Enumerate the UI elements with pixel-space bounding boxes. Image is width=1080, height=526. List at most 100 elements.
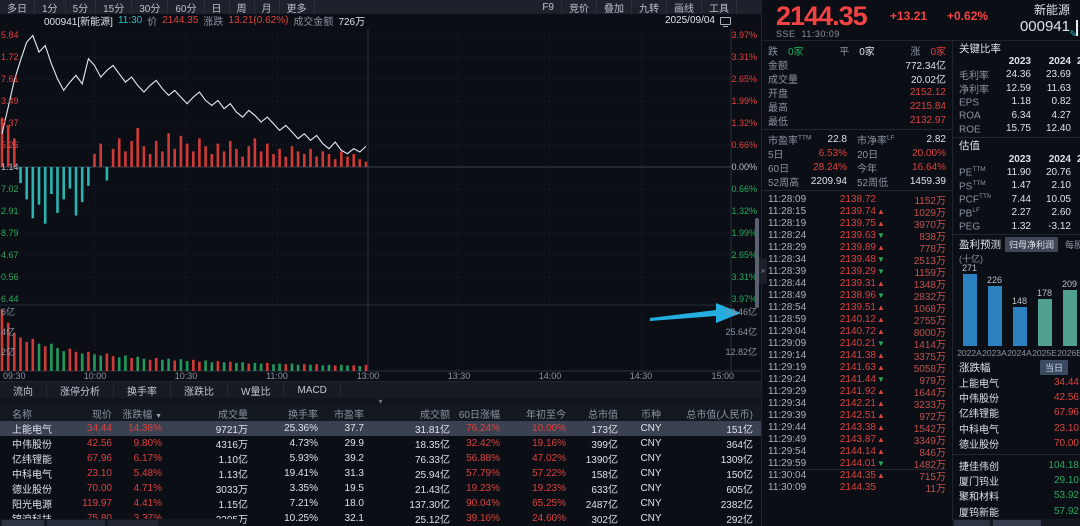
interval-tab[interactable]: 日 xyxy=(205,0,230,15)
indicator-tab[interactable]: 涨跌比 xyxy=(171,382,228,398)
forecast-bar[interactable] xyxy=(1062,290,1077,346)
forecast-metric-tab[interactable]: 每股收益 xyxy=(1065,239,1080,250)
tick-row[interactable]: 11:28:44 2139.31 ▲ 1348万 xyxy=(768,277,946,291)
tick-row[interactable]: 11:29:39 2142.51 ▲ 972万 xyxy=(768,409,946,423)
tool-tab[interactable]: 画线 xyxy=(667,0,702,15)
indicator-tab[interactable]: 流向 xyxy=(0,382,47,398)
mover-row[interactable]: 中伟股份 42.56 9. xyxy=(959,390,1080,405)
indicator-tab[interactable]: 换手率 xyxy=(114,382,171,398)
mover-row[interactable]: 德业股份 70.00 4. xyxy=(959,436,1080,451)
tool-tab[interactable]: 工具 xyxy=(702,0,737,15)
forecast-bar[interactable] xyxy=(1037,299,1052,346)
tick-row[interactable]: 11:29:19 2141.63 ▲ 5058万 xyxy=(768,361,946,375)
intraday-chart[interactable]: 3.97% 3.31% 2.65% 1.99% 1.32% 0.66% 0.00% 0.66%… xyxy=(0,27,761,381)
tick-row[interactable]: 11:29:49 2143.87 ▲ 3349万 xyxy=(768,433,946,447)
tick-row[interactable]: 11:28:15 2139.74 ▲ 1029万 xyxy=(768,205,946,219)
valuation-value: 2.10 xyxy=(1051,180,1071,192)
bottom-left-tabstrip[interactable] xyxy=(0,519,240,526)
col-header-turnover[interactable]: 换手率 xyxy=(256,406,326,421)
interval-tab[interactable]: 15分 xyxy=(96,0,133,15)
tool-tab[interactable]: 竞价 xyxy=(562,0,597,15)
screenshot-icon[interactable] xyxy=(720,16,731,27)
table-row[interactable]: 德业股份 70.00 4.71% 3033万 3.35% 19.5 21.43亿… xyxy=(0,481,761,496)
table-row[interactable]: 上能电气 34.44 14.38% 9721万 25.36% 37.7 31.8… xyxy=(0,421,761,436)
clipped-tab[interactable] xyxy=(954,520,990,526)
clipped-tab[interactable] xyxy=(993,520,1041,526)
mover-row[interactable]: 厦钨新能 57.92 -3 xyxy=(959,504,1080,519)
tick-row[interactable]: 11:28:09 2138.72 1152万 xyxy=(768,193,946,207)
col-header-change[interactable]: 涨跌幅 ▼ xyxy=(120,406,170,421)
mover-row[interactable]: 上能电气 34.44 14 xyxy=(959,375,1080,390)
intraday-chart-area[interactable]: 3.97% 3.31% 2.65% 1.99% 1.32% 0.66% 0.00% 0.66%… xyxy=(0,27,761,381)
col-header-volume[interactable]: 成交量 xyxy=(170,406,256,421)
clipped-tab[interactable] xyxy=(108,520,158,526)
clipped-tab[interactable] xyxy=(47,520,105,526)
tick-row[interactable]: 11:28:34 2139.48 ▼ 2513万 xyxy=(768,253,946,267)
tick-row[interactable]: 11:28:49 2138.96 ▼ 2832万 xyxy=(768,289,946,303)
tick-row[interactable]: 11:29:59 2144.01 ▼ 1482万 xyxy=(768,457,946,471)
col-header-currency[interactable]: 币种 xyxy=(626,406,676,421)
tick-direction-icon: ▼ xyxy=(877,266,885,276)
forecast-metric-tab[interactable]: 归母净利润 xyxy=(1005,236,1059,252)
edit-pencil-icon[interactable]: ✎ xyxy=(1069,29,1077,39)
tick-row[interactable]: 11:29:14 2141.38 ▲ 3375万 xyxy=(768,349,946,363)
col-header-price[interactable]: 现价 xyxy=(78,406,120,421)
indicator-tab[interactable]: 涨停分析 xyxy=(47,382,114,398)
tick-row[interactable]: 11:29:29 2141.92 ▲ 1644万 xyxy=(768,385,946,399)
forecast-bar[interactable] xyxy=(987,286,1002,346)
panel-collapse-strip[interactable]: ▾ xyxy=(0,398,761,406)
tool-tab[interactable]: 九转 xyxy=(632,0,667,15)
panel-expander[interactable]: » xyxy=(759,258,767,284)
col-header-60d[interactable]: 60日涨幅 xyxy=(458,406,508,421)
tick-row[interactable]: 11:30:09 2144.35 11万 xyxy=(768,481,946,495)
tool-tab[interactable]: F9 xyxy=(535,0,562,14)
interval-tab[interactable]: 60分 xyxy=(168,0,205,15)
tick-row[interactable]: 11:29:09 2140.21 ▼ 1414万 xyxy=(768,337,946,351)
tick-row[interactable]: 11:29:34 2142.21 ▲ 3233万 xyxy=(768,397,946,411)
indicator-tab[interactable]: MACD xyxy=(284,382,341,398)
tick-row[interactable]: 11:29:54 2144.14 ▲ 846万 xyxy=(768,445,946,459)
col-header-mktcap-cny[interactable]: 总市值(人民币) xyxy=(676,406,761,421)
tick-row[interactable]: 11:28:39 2139.29 ▼ 1159万 xyxy=(768,265,946,279)
mover-row[interactable]: 亿纬锂能 67.96 6. xyxy=(959,405,1080,420)
pair-label: 市盈率TTM xyxy=(768,134,812,147)
table-row[interactable]: 阳光电源 119.97 4.41% 1.15亿 7.21% 18.0 137.3… xyxy=(0,496,761,511)
interval-tab[interactable]: 多日 xyxy=(0,0,35,15)
indicator-tab[interactable]: W量比 xyxy=(228,382,285,398)
interval-tab[interactable]: 1分 xyxy=(35,0,66,15)
tick-row[interactable]: 11:28:59 2140.12 ▲ 2755万 xyxy=(768,313,946,327)
interval-tab[interactable]: 5分 xyxy=(66,0,97,15)
interval-tab[interactable]: 更多 xyxy=(280,0,315,15)
tick-row[interactable]: 11:29:44 2143.38 ▲ 1542万 xyxy=(768,421,946,435)
tick-row[interactable]: 11:28:29 2139.89 ▲ 778万 xyxy=(768,241,946,255)
forecast-bar[interactable] xyxy=(962,274,977,346)
interval-tab[interactable]: 月 xyxy=(255,0,280,15)
mover-row[interactable]: 中科电气 23.10 5. xyxy=(959,421,1080,436)
mover-row[interactable]: 捷佳伟创 104.18 -7 xyxy=(959,458,1080,473)
col-header-pe[interactable]: 市盈率 xyxy=(326,406,372,421)
interval-tab[interactable]: 30分 xyxy=(132,0,169,15)
clipped-tab[interactable] xyxy=(2,520,44,526)
bottom-right-tabstrip[interactable] xyxy=(952,519,1080,526)
table-row[interactable]: 亿纬锂能 67.96 6.17% 1.10亿 5.93% 39.2 76.33亿… xyxy=(0,451,761,466)
mover-row[interactable]: 厦门钨业 29.10 -4 xyxy=(959,473,1080,488)
table-row[interactable]: 中伟股份 42.56 9.80% 4316万 4.73% 29.9 18.35亿… xyxy=(0,436,761,451)
col-header-amount[interactable]: 成交额 xyxy=(372,406,458,421)
tick-row[interactable]: 11:30:04 2144.35 ▲ 715万 xyxy=(768,469,946,483)
col-header-ytd[interactable]: 年初至今 xyxy=(508,406,574,421)
scrollbar-thumb[interactable] xyxy=(755,218,759,308)
table-row[interactable]: 中科电气 23.10 5.48% 1.13亿 19.41% 31.3 25.94… xyxy=(0,466,761,481)
tick-row[interactable]: 11:29:04 2140.72 ▲ 8000万 xyxy=(768,325,946,339)
tick-row[interactable]: 11:29:24 2141.44 ▼ 979万 xyxy=(768,373,946,387)
interval-tab[interactable]: 周 xyxy=(230,0,255,15)
tick-row[interactable]: 11:28:54 2139.51 ▲ 1068万 xyxy=(768,301,946,315)
tick-row[interactable]: 11:28:24 2139.63 ▼ 838万 xyxy=(768,229,946,243)
forecast-bar[interactable] xyxy=(1012,307,1027,346)
mover-row[interactable]: 聚和材料 53.92 -4 xyxy=(959,488,1080,503)
col-header-mktcap[interactable]: 总市值 xyxy=(574,406,626,421)
col-header-name[interactable]: 名称 xyxy=(0,406,78,421)
tool-tab[interactable]: 叠加 xyxy=(597,0,632,15)
chevron-down-icon[interactable]: ▾ xyxy=(378,397,383,406)
range-day-button[interactable]: 当日 xyxy=(1039,359,1068,375)
tick-row[interactable]: 11:28:19 2139.75 ▲ 3970万 xyxy=(768,217,946,231)
